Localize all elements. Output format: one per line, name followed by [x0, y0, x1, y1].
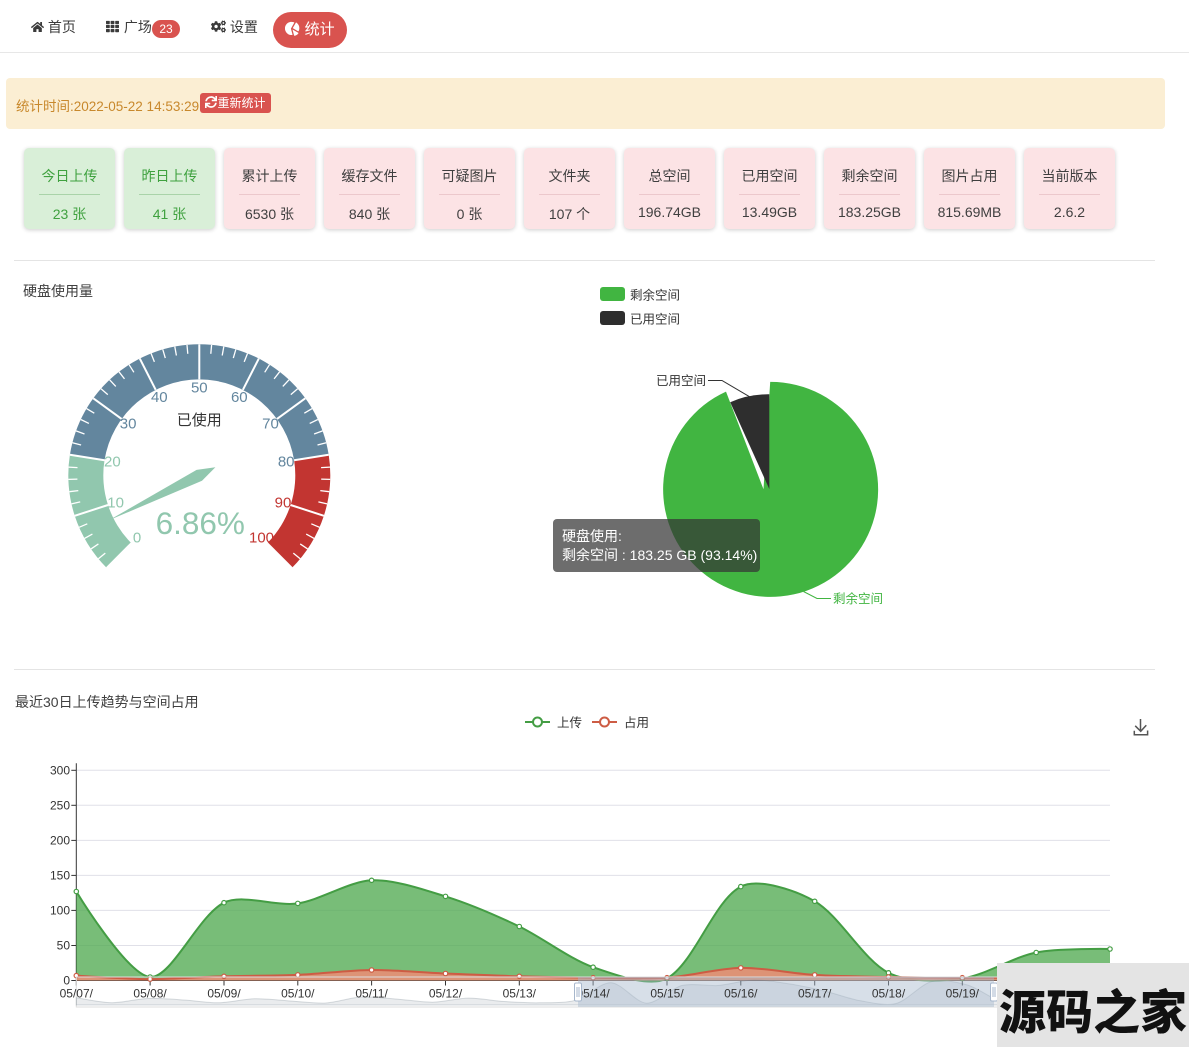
svg-text:占用: 占用 [624, 715, 649, 730]
svg-text:20: 20 [104, 454, 121, 471]
svg-text:05/15/: 05/15/ [650, 987, 684, 1001]
svg-text:30: 30 [120, 416, 137, 433]
svg-text:05/12/: 05/12/ [429, 987, 463, 1001]
svg-text:已用空间: 已用空间 [630, 313, 680, 327]
svg-text:0: 0 [133, 530, 141, 547]
svg-text:05/07/: 05/07/ [60, 987, 94, 1001]
svg-text:上传: 上传 [557, 715, 582, 730]
svg-text:05/09/: 05/09/ [207, 987, 241, 1001]
svg-text:05/17/: 05/17/ [798, 987, 832, 1001]
svg-text:40: 40 [151, 389, 168, 406]
svg-text:200: 200 [50, 833, 70, 847]
svg-text:05/18/: 05/18/ [872, 987, 906, 1001]
svg-text:150: 150 [50, 868, 70, 882]
svg-text:剩余空间: 剩余空间 [833, 591, 883, 606]
svg-text:6.86%: 6.86% [156, 505, 245, 541]
svg-text:已使用: 已使用 [177, 412, 222, 429]
svg-text:100: 100 [249, 530, 274, 547]
svg-text:剩余空间: 剩余空间 [630, 288, 680, 303]
svg-text:250: 250 [50, 798, 70, 812]
svg-text:60: 60 [231, 389, 248, 406]
svg-text:300: 300 [50, 763, 70, 777]
svg-text:05/19/: 05/19/ [946, 987, 980, 1001]
svg-text:05/08/: 05/08/ [133, 987, 167, 1001]
svg-text:05/13/: 05/13/ [503, 987, 537, 1001]
svg-text:05/11/: 05/11/ [355, 987, 388, 1001]
svg-text:50: 50 [57, 939, 71, 953]
svg-text:50: 50 [191, 379, 208, 396]
svg-text:05/14/: 05/14/ [576, 987, 610, 1001]
svg-text:90: 90 [275, 495, 292, 512]
svg-text:05/16/: 05/16/ [724, 987, 758, 1001]
svg-text:0: 0 [63, 974, 70, 988]
svg-text:100: 100 [50, 903, 70, 917]
svg-text:已用空间: 已用空间 [656, 374, 706, 388]
svg-text:80: 80 [278, 454, 295, 471]
svg-text:70: 70 [262, 416, 279, 433]
svg-text:10: 10 [107, 495, 124, 512]
svg-text:05/10/: 05/10/ [281, 987, 315, 1001]
